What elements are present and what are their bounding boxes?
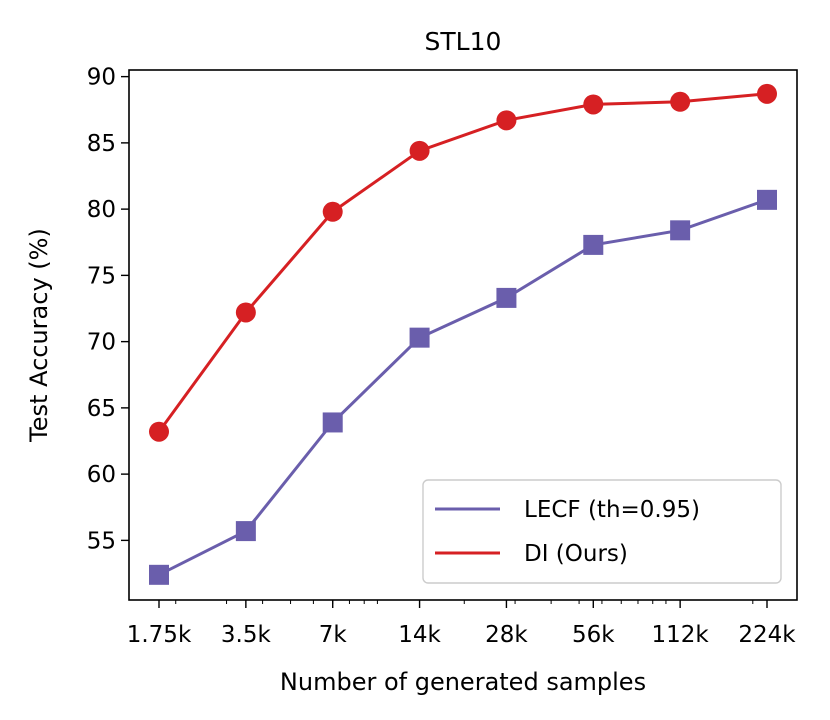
x-tick-label: 3.5k <box>221 622 272 648</box>
data-point-circle <box>583 94 604 115</box>
data-point-circle <box>322 201 343 222</box>
x-tick-label: 7k <box>319 622 348 648</box>
data-point-circle <box>409 140 430 161</box>
legend-label: LECF (th=0.95) <box>524 497 700 523</box>
x-axis: 1.75k 3.5k 7k 14k 28k 56k 112k 224k <box>127 600 796 648</box>
data-point-square <box>149 564 169 585</box>
data-point-square <box>757 189 777 210</box>
data-point-square <box>409 327 430 348</box>
data-point-circle <box>496 110 517 131</box>
y-tick-label: 60 <box>87 462 116 488</box>
y-axis-label: Test Accuracy (%) <box>25 228 53 443</box>
plot-area <box>149 83 777 585</box>
axes-frame <box>128 69 798 601</box>
legend-label: DI (Ours) <box>524 541 628 567</box>
data-point-circle <box>757 83 777 104</box>
y-tick-label: 85 <box>87 131 116 157</box>
data-point-square <box>322 412 343 433</box>
data-point-circle <box>670 91 691 112</box>
data-point-circle <box>235 302 256 323</box>
x-tick-label: 56k <box>572 622 615 648</box>
data-point-square <box>670 220 691 241</box>
x-axis-label: Number of generated samples <box>280 668 646 696</box>
y-tick-label: 70 <box>87 330 116 356</box>
series-line <box>158 198 768 577</box>
x-tick-label: 28k <box>485 622 528 648</box>
legend: LECF (th=0.95) DI (Ours) <box>422 479 782 584</box>
legend-box <box>422 479 782 584</box>
x-tick-label: 224k <box>738 622 796 648</box>
data-point-circle <box>149 421 169 442</box>
x-tick-label: 14k <box>398 622 441 648</box>
data-point-square <box>496 287 517 308</box>
series-line <box>157 92 768 433</box>
x-tick-label: 1.75k <box>127 622 192 648</box>
data-point-square <box>583 234 604 255</box>
y-tick-label: 80 <box>87 197 116 223</box>
y-tick-label: 65 <box>87 396 116 422</box>
chart-title: STL10 <box>425 27 502 56</box>
y-axis: 55 60 65 70 75 80 85 90 <box>87 65 129 554</box>
y-tick-label: 75 <box>87 263 116 289</box>
y-tick-label: 90 <box>87 65 116 91</box>
x-tick-label: 112k <box>652 622 710 648</box>
y-tick-label: 55 <box>87 528 116 554</box>
data-point-square <box>235 521 256 542</box>
